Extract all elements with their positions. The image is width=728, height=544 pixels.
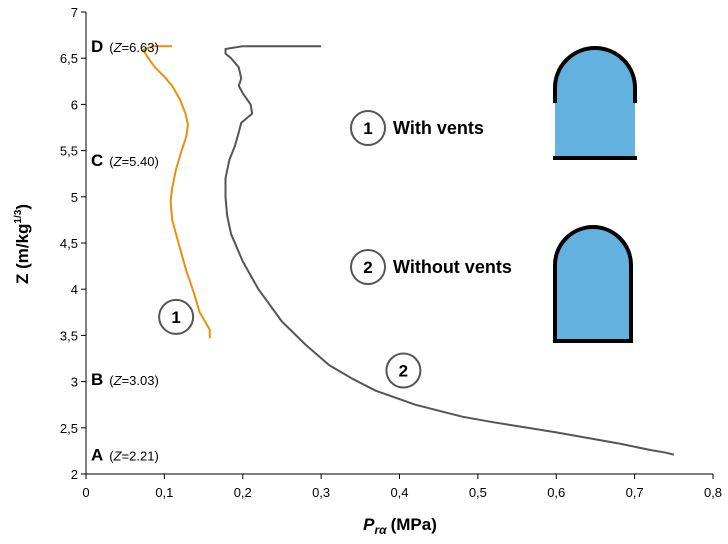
point-z-value: =2.21) bbox=[122, 449, 159, 464]
point-letter: D bbox=[91, 37, 103, 56]
point-z-open: ( bbox=[109, 40, 114, 55]
legend-2-number: 2 bbox=[363, 258, 372, 277]
y-tick-label: 4,5 bbox=[60, 236, 78, 251]
y-axis-title: Z (m/kg1/3) bbox=[13, 204, 32, 284]
point-z-symbol: Z bbox=[113, 154, 123, 169]
x-axis-ticks: 0 0,1 0,2 0,3 0,4 0,5 0,6 0,7 0,8 bbox=[82, 474, 722, 500]
series-lines bbox=[142, 45, 675, 456]
line-label-number-1: 1 bbox=[171, 308, 180, 327]
point-label-c: C (Z=5.40) bbox=[91, 151, 159, 170]
x-tick-label: 0,8 bbox=[704, 485, 722, 500]
y-tick-label: 4 bbox=[71, 282, 78, 297]
x-axis-title-unit: (MPa) bbox=[391, 515, 437, 534]
legend-1-number: 1 bbox=[363, 119, 372, 138]
point-letter: A bbox=[91, 446, 103, 465]
point-label-a: A (Z=2.21) bbox=[91, 446, 159, 465]
y-tick-label: 6 bbox=[71, 97, 78, 112]
point-z-open: ( bbox=[109, 154, 114, 169]
point-label-d: D (Z=6.63) bbox=[91, 37, 159, 56]
x-tick-label: 0,7 bbox=[626, 485, 644, 500]
x-tick-label: 0,2 bbox=[234, 485, 252, 500]
y-tick-label: 2,5 bbox=[60, 421, 78, 436]
legend-1-text: With vents bbox=[393, 118, 484, 138]
line-number-labels: 12 bbox=[158, 298, 422, 389]
y-tick-label: 5 bbox=[71, 190, 78, 205]
y-axis-title-sup: 1/3 bbox=[13, 209, 24, 223]
y-axis-ticks: 2 2,5 3 3,5 4 4,5 5 5,5 6 6,5 7 bbox=[60, 5, 86, 482]
legend-with-vents: 1 With vents bbox=[350, 46, 637, 160]
y-axis-title-end: ) bbox=[13, 204, 32, 210]
x-tick-label: 0,1 bbox=[155, 485, 173, 500]
structure-with-vents-icon bbox=[553, 46, 637, 160]
x-axis-title: Prα (MPa) bbox=[363, 515, 437, 537]
x-tick-label: 0,5 bbox=[469, 485, 487, 500]
point-z-value: =6.63) bbox=[122, 40, 159, 55]
x-tick-label: 0,4 bbox=[390, 485, 408, 500]
y-tick-label: 2 bbox=[71, 467, 78, 482]
point-letter: C bbox=[91, 151, 103, 170]
point-z-value: =5.40) bbox=[122, 154, 159, 169]
y-axis-title-main: Z (m/kg bbox=[13, 224, 32, 284]
legend-without-vents: 2 Without vents bbox=[350, 225, 633, 343]
series-line-2 bbox=[224, 45, 675, 456]
x-axis-title-sub: rα bbox=[374, 523, 387, 537]
point-z-open: ( bbox=[109, 373, 114, 388]
line-label-circle-2 bbox=[385, 352, 422, 389]
point-z-symbol: Z bbox=[113, 40, 123, 55]
line-label-circle-1 bbox=[158, 298, 195, 335]
y-tick-label: 3 bbox=[71, 375, 78, 390]
y-tick-label: 6,5 bbox=[60, 51, 78, 66]
legend-2-circle bbox=[350, 249, 386, 285]
point-label-b: B (Z=3.03) bbox=[91, 370, 159, 389]
structure-without-vents-icon bbox=[553, 225, 633, 343]
line-label-number-2: 2 bbox=[399, 362, 408, 381]
y-tick-label: 5,5 bbox=[60, 144, 78, 159]
point-z-open: ( bbox=[109, 449, 114, 464]
y-tick-label: 7 bbox=[71, 5, 78, 20]
point-letter: B bbox=[91, 370, 103, 389]
legend-1-circle bbox=[350, 110, 386, 146]
x-tick-label: 0 bbox=[82, 485, 89, 500]
x-tick-label: 0,6 bbox=[547, 485, 565, 500]
point-z-symbol: Z bbox=[113, 373, 123, 388]
x-tick-label: 0,3 bbox=[312, 485, 330, 500]
x-axis-title-main: P bbox=[363, 515, 375, 534]
point-z-value: =3.03) bbox=[122, 373, 159, 388]
legend-2-text: Without vents bbox=[393, 257, 512, 277]
series-line-1 bbox=[142, 45, 211, 339]
point-z-symbol: Z bbox=[113, 449, 123, 464]
y-tick-label: 3,5 bbox=[60, 328, 78, 343]
point-labels: D (Z=6.63)C (Z=5.40)B (Z=3.03)A (Z=2.21) bbox=[91, 37, 159, 464]
